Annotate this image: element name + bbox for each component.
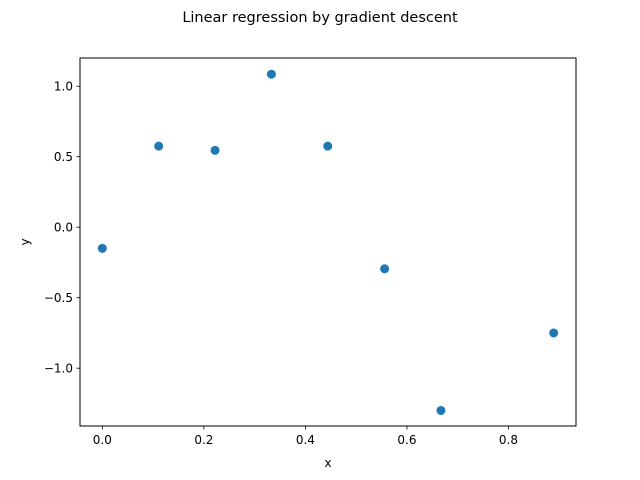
x-axis-ticks: 0.0 0.2 0.4 0.6 0.8 (93, 426, 518, 447)
chart-title: Linear regression by gradient descent (182, 10, 458, 26)
x-tick-label: 0.0 (93, 433, 112, 447)
data-point (380, 264, 390, 274)
y-tick-label: 1.0 (54, 80, 73, 94)
x-tick-label: 0.8 (499, 433, 518, 447)
data-point (436, 405, 446, 415)
data-point (210, 145, 220, 155)
y-tick-label: −1.0 (44, 362, 73, 376)
x-axis-label: x (324, 456, 331, 470)
data-point (154, 141, 164, 151)
scatter-points (97, 69, 559, 415)
plot-area: 0.0 0.2 0.4 0.6 0.8 1.0 0.5 0.0 −0.5 −1.0 (44, 57, 577, 447)
data-point (266, 69, 276, 79)
y-axis-ticks: 1.0 0.5 0.0 −0.5 −1.0 (44, 80, 80, 376)
y-tick-label: 0.0 (54, 221, 73, 235)
data-point (97, 243, 107, 253)
x-tick-label: 0.4 (296, 433, 315, 447)
data-point (323, 141, 333, 151)
x-tick-label: 0.2 (194, 433, 213, 447)
y-axis-label: y (18, 238, 32, 245)
y-tick-label: 0.5 (54, 150, 73, 164)
axes-frame (79, 57, 577, 427)
x-tick-label: 0.6 (397, 433, 416, 447)
y-tick-label: −0.5 (44, 291, 73, 305)
data-point (549, 328, 559, 338)
